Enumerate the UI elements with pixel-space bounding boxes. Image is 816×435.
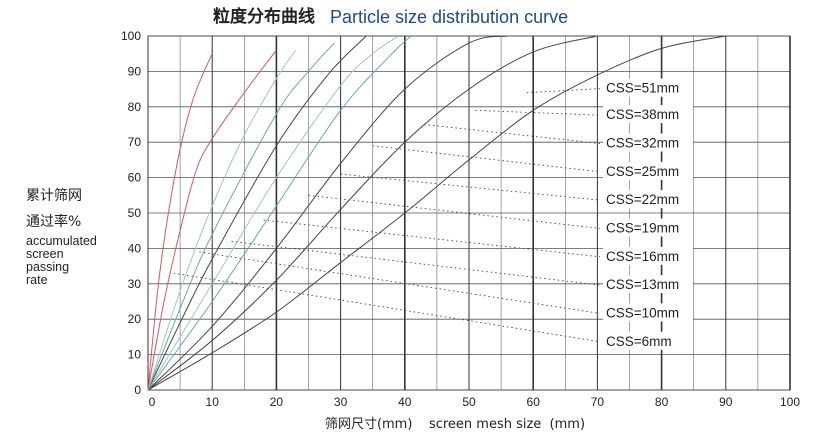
x-tick-label: 40	[398, 395, 412, 409]
y-tick-label: 70	[128, 135, 142, 149]
curve-css-13mm	[147, 49, 297, 391]
legend-leaders	[173, 88, 601, 343]
legend-bg-css-32mm	[603, 133, 693, 152]
x-axis-label: 筛网尺寸(mm) screen mesh size (mm)	[325, 417, 585, 432]
legend-label-css-6mm: CSS=6mm	[606, 334, 672, 349]
y-tick-label: 40	[128, 241, 142, 255]
x-tick-label: 100	[780, 395, 800, 409]
legend-bg-css-51mm	[603, 78, 693, 97]
leader-css-32mm	[424, 124, 601, 144]
leader-css-51mm	[526, 88, 601, 94]
legend-label-css-38mm: CSS=38mm	[606, 107, 679, 122]
legend-label-css-32mm: CSS=32mm	[606, 136, 679, 151]
curve-css-32mm	[147, 35, 508, 391]
y-tick-label: 30	[128, 277, 142, 291]
leader-css-38mm	[475, 109, 601, 116]
x-tick-label: 70	[591, 395, 605, 409]
curve-css-19mm	[147, 35, 367, 391]
x-tick-label: 90	[719, 395, 733, 409]
x-tick-label: 30	[334, 395, 348, 409]
y-tick-label: 60	[128, 171, 142, 185]
curve-css-51mm	[147, 35, 726, 391]
y-axis-label-en-1: accumulated	[26, 234, 97, 248]
leader-css-13mm	[231, 240, 601, 286]
curve-css-10mm	[147, 49, 277, 391]
x-tick-label: 50	[462, 395, 476, 409]
y-axis-label-cn-2: 通过率%	[26, 213, 81, 230]
x-axis-ticks: 0 10 20 30 40 50 60 70 80 90 100	[149, 395, 801, 409]
curve-css-6mm	[147, 53, 213, 391]
curve-css-22mm	[147, 35, 399, 391]
legend-label-css-19mm: CSS=19mm	[606, 220, 679, 235]
leader-css-10mm	[199, 251, 601, 314]
legend-label-css-13mm: CSS=13mm	[606, 277, 679, 292]
x-tick-label: 80	[655, 395, 669, 409]
chart-title-en: Particle size distribution curve	[330, 7, 568, 27]
legend-bg-css-25mm	[603, 161, 693, 180]
y-axis-label-en-3: passing	[26, 260, 69, 274]
leader-css-25mm	[372, 145, 601, 173]
legend-bg-css-6mm	[603, 331, 693, 350]
y-axis-label-cn-1: 累计筛网	[26, 188, 82, 204]
x-tick-label: 0	[149, 395, 156, 409]
legend-label-css-16mm: CSS=16mm	[606, 249, 679, 264]
leader-css-19mm	[308, 194, 601, 229]
leader-css-22mm	[340, 173, 601, 201]
legend: CSS=51mm CSS=38mm CSS=32mm CSS=25mm CSS=22mm…	[603, 78, 693, 350]
y-tick-label: 80	[128, 100, 142, 114]
curve-css-25mm	[147, 35, 412, 391]
x-tick-label: 60	[527, 395, 541, 409]
y-axis-label-en-2: screen	[26, 247, 64, 261]
legend-bg-css-16mm	[603, 246, 693, 265]
legend-bg-css-13mm	[603, 275, 693, 294]
legend-label-css-51mm: CSS=51mm	[606, 81, 679, 96]
x-tick-label: 10	[206, 395, 220, 409]
y-axis-label-en-4: rate	[26, 273, 48, 287]
y-tick-label: 90	[128, 64, 142, 78]
legend-bg-css-10mm	[603, 303, 693, 322]
legend-label-css-10mm: CSS=10mm	[606, 305, 679, 320]
y-axis-ticks: 0 10 20 30 40 50 60 70 80 90 100	[121, 29, 141, 397]
y-tick-label: 0	[134, 383, 141, 397]
legend-bg-css-38mm	[603, 105, 693, 124]
legend-bg-css-22mm	[603, 190, 693, 209]
legend-label-css-22mm: CSS=22mm	[606, 192, 679, 207]
y-tick-label: 20	[128, 312, 142, 326]
y-tick-label: 50	[128, 206, 142, 220]
x-tick-label: 20	[270, 395, 284, 409]
curve-css-16mm	[147, 42, 335, 391]
legend-bg-css-19mm	[603, 218, 693, 237]
curve-css-38mm	[147, 35, 598, 391]
y-tick-label: 100	[121, 29, 141, 43]
chart-title-cn: 粒度分布曲线	[213, 6, 315, 27]
legend-label-css-25mm: CSS=25mm	[606, 164, 679, 179]
curves	[147, 35, 726, 391]
y-tick-label: 10	[128, 348, 142, 362]
